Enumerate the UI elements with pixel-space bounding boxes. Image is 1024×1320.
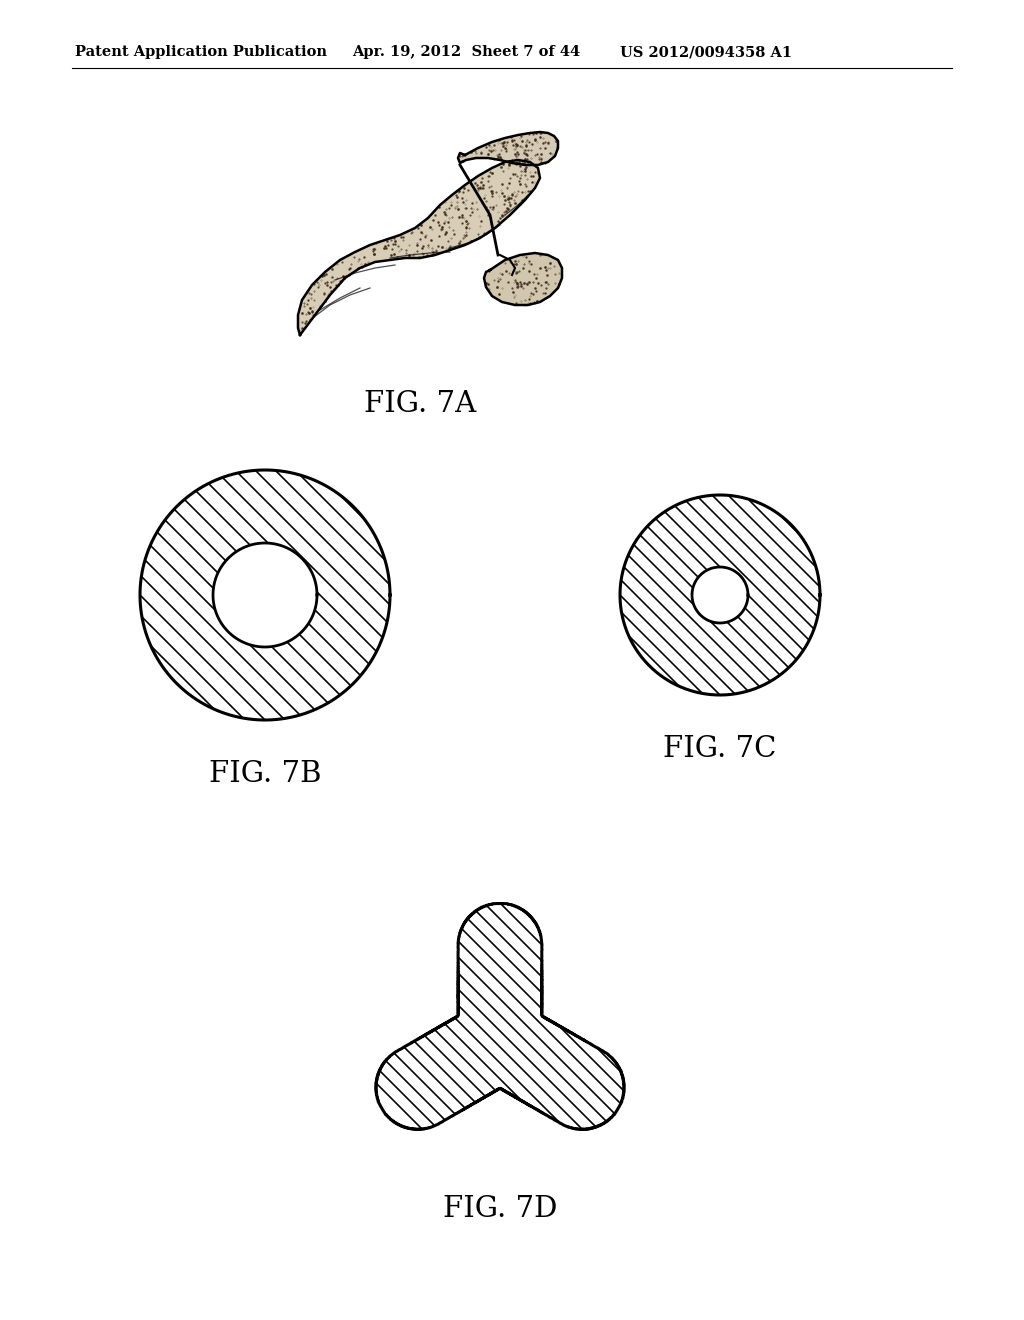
Text: US 2012/0094358 A1: US 2012/0094358 A1	[620, 45, 793, 59]
Text: FIG. 7C: FIG. 7C	[664, 735, 776, 763]
Polygon shape	[458, 945, 542, 1040]
Text: FIG. 7D: FIG. 7D	[442, 1195, 557, 1224]
Polygon shape	[458, 903, 542, 945]
Polygon shape	[376, 1051, 438, 1130]
Polygon shape	[213, 543, 317, 647]
Text: FIG. 7A: FIG. 7A	[364, 389, 476, 418]
Polygon shape	[458, 132, 558, 165]
Text: FIG. 7B: FIG. 7B	[209, 760, 322, 788]
Polygon shape	[479, 1003, 603, 1123]
Polygon shape	[298, 160, 540, 335]
Text: Apr. 19, 2012  Sheet 7 of 44: Apr. 19, 2012 Sheet 7 of 44	[352, 45, 581, 59]
Text: Patent Application Publication: Patent Application Publication	[75, 45, 327, 59]
Polygon shape	[561, 1051, 625, 1130]
Polygon shape	[620, 495, 820, 696]
Polygon shape	[140, 470, 390, 719]
Polygon shape	[396, 1003, 521, 1123]
Polygon shape	[692, 568, 748, 623]
Polygon shape	[484, 253, 562, 305]
